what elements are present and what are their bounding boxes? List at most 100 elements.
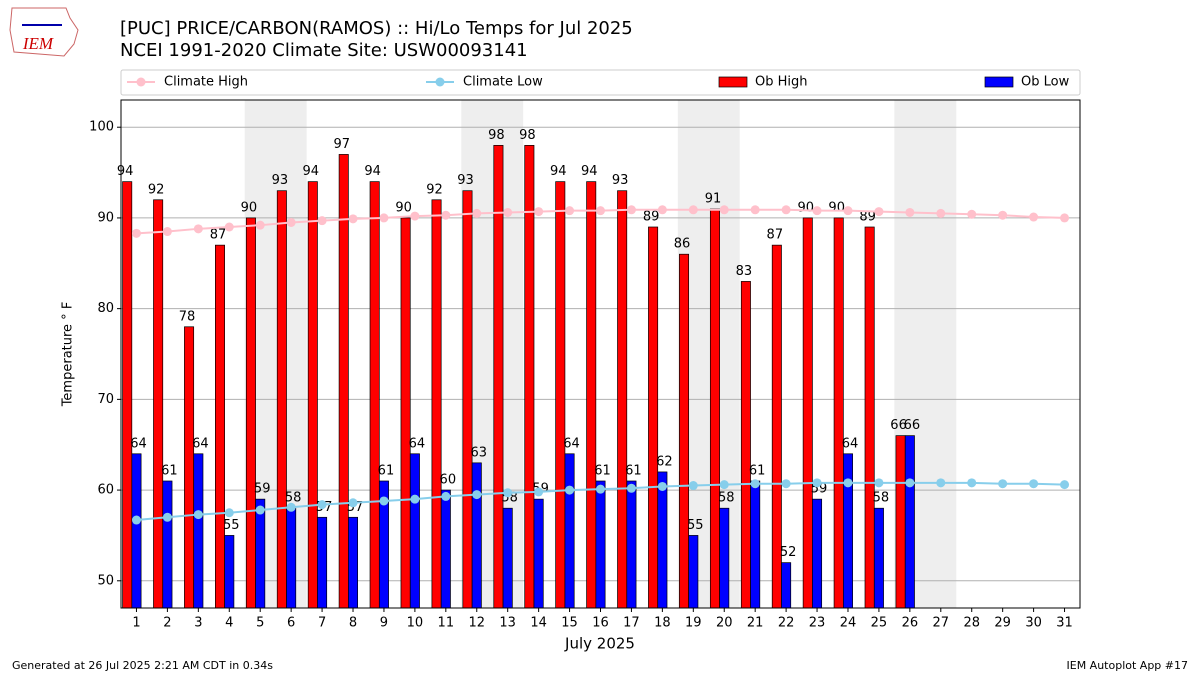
line-point: [626, 205, 636, 215]
x-tick-label: 29: [994, 616, 1011, 631]
bar: [162, 480, 173, 609]
line-point: [874, 207, 884, 217]
legend-marker: [435, 77, 445, 87]
data-label: 62: [656, 454, 673, 469]
bar: [122, 181, 133, 609]
data-label: 64: [130, 436, 147, 451]
data-label: 90: [395, 200, 412, 215]
line-point: [719, 205, 729, 215]
x-tick-label: 1: [132, 616, 140, 631]
x-tick-label: 8: [349, 616, 357, 631]
x-tick-label: 9: [380, 616, 388, 631]
x-tick-label: 26: [902, 616, 919, 631]
line-point: [781, 205, 791, 215]
x-tick-label: 18: [654, 616, 671, 631]
x-tick-label: 3: [194, 616, 202, 631]
data-label: 98: [519, 128, 536, 143]
line-point: [379, 496, 389, 506]
x-tick-label: 25: [871, 616, 888, 631]
data-label: 97: [333, 137, 350, 152]
line-point: [905, 207, 915, 217]
data-label: 90: [241, 200, 258, 215]
data-label: 86: [674, 237, 691, 252]
data-label: 64: [192, 436, 209, 451]
line-point: [131, 515, 141, 525]
data-label: 89: [859, 210, 876, 225]
line-point: [441, 210, 451, 220]
legend-label: Climate Low: [463, 75, 543, 90]
data-label: 63: [470, 445, 487, 460]
data-label: 61: [594, 464, 611, 479]
bar: [648, 226, 659, 609]
chart-title: [PUC] PRICE/CARBON(RAMOS) :: Hi/Lo Temps…: [120, 18, 633, 39]
x-tick-label: 6: [287, 616, 295, 631]
bar: [586, 181, 597, 609]
y-axis-label: Temperature ° F: [61, 302, 76, 408]
line-point: [193, 510, 203, 520]
data-label: 94: [303, 164, 320, 179]
footer-left: Generated at 26 Jul 2025 2:21 AM CDT in …: [12, 659, 273, 672]
bar: [524, 145, 535, 609]
data-label: 66: [890, 418, 907, 433]
bar: [750, 480, 761, 609]
x-tick-label: 12: [468, 616, 485, 631]
bar: [502, 507, 513, 609]
line-point: [812, 478, 822, 488]
line-point: [998, 210, 1008, 220]
x-tick-label: 5: [256, 616, 264, 631]
line-point: [472, 490, 482, 500]
x-axis-label: July 2025: [564, 635, 635, 653]
x-tick-label: 19: [685, 616, 702, 631]
bar: [431, 199, 442, 609]
data-label: 92: [426, 182, 443, 197]
bar: [895, 435, 906, 609]
bar: [245, 217, 256, 609]
bar: [533, 498, 544, 609]
bar: [564, 453, 575, 609]
line-point: [534, 487, 544, 497]
line-point: [317, 500, 327, 510]
y-tick-label: 50: [97, 573, 114, 588]
data-label: 55: [687, 518, 704, 533]
data-label: 61: [161, 464, 178, 479]
data-label: 83: [736, 264, 753, 279]
bar: [864, 226, 875, 609]
data-label: 58: [873, 491, 890, 506]
data-label: 94: [550, 164, 567, 179]
line-point: [379, 213, 389, 223]
legend-marker: [136, 77, 146, 87]
line-point: [1029, 479, 1039, 489]
line-point: [255, 220, 265, 230]
data-label: 61: [625, 464, 642, 479]
line-point: [688, 205, 698, 215]
bar: [904, 435, 915, 609]
y-tick-label: 100: [89, 120, 114, 135]
data-label: 93: [457, 173, 474, 188]
bar: [802, 217, 813, 609]
data-label: 61: [378, 464, 395, 479]
x-tick-label: 30: [1025, 616, 1042, 631]
data-label: 90: [828, 200, 845, 215]
line-point: [317, 216, 327, 226]
data-label: 78: [179, 309, 196, 324]
bar: [688, 535, 699, 609]
line-point: [657, 481, 667, 491]
bar: [812, 498, 823, 609]
data-label: 66: [904, 418, 921, 433]
data-label: 91: [705, 191, 722, 206]
data-label: 93: [272, 173, 289, 188]
data-label: 89: [643, 210, 660, 225]
bar: [193, 453, 204, 609]
line-point: [1029, 212, 1039, 222]
line-point: [781, 479, 791, 489]
line-point: [936, 478, 946, 488]
data-label: 61: [749, 464, 766, 479]
line-point: [967, 209, 977, 219]
line-point: [657, 205, 667, 215]
bar: [409, 453, 420, 609]
logo: IEM: [9, 7, 79, 57]
line-point: [874, 478, 884, 488]
line-point: [503, 488, 513, 498]
bar: [153, 199, 164, 609]
